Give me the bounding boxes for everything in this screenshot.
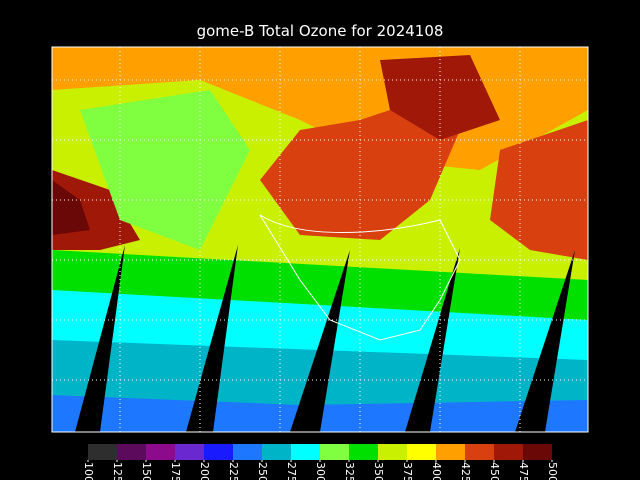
colorbar-swatch — [436, 444, 465, 460]
colorbar-tick-label: 425 — [459, 462, 472, 480]
colorbar-tick-label: 375 — [401, 462, 414, 480]
coastline — [259, 214, 461, 341]
map-frame — [51, 46, 589, 433]
field-max — [52, 180, 90, 235]
colorbar-swatch — [262, 444, 291, 460]
field-max — [260, 100, 460, 240]
colorbar-swatch — [320, 444, 349, 460]
colorbar-swatch — [233, 444, 262, 460]
field-max — [380, 55, 500, 140]
colorbar-tick-label: 100 — [82, 462, 95, 480]
colorbar-swatch — [291, 444, 320, 460]
data-gap — [186, 245, 238, 432]
colorbar-swatch — [204, 444, 233, 460]
colorbar-tick-label: 275 — [285, 462, 298, 480]
colorbar-tick-label: 125 — [111, 462, 124, 480]
colorbar-swatch — [175, 444, 204, 460]
data-gap — [405, 248, 460, 432]
colorbar-tick-label: 250 — [256, 462, 269, 480]
colorbar-tick-label: 225 — [227, 462, 240, 480]
colorbar-swatch — [146, 444, 175, 460]
colorbar-swatch — [349, 444, 378, 460]
data-gap — [290, 250, 350, 432]
colorbar-swatch — [523, 444, 552, 460]
colorbar-tick-label: 450 — [488, 462, 501, 480]
data-gap — [515, 250, 575, 432]
colorbar-tick-label: 200 — [198, 462, 211, 480]
colorbar: 100 125 150 175 200 225 250 275 300 325 350 375 400 4… — [82, 444, 559, 480]
colorbar-swatch — [465, 444, 494, 460]
colorbar-tick-label: 500 — [546, 462, 559, 480]
colorbar-tick-label: 400 — [430, 462, 443, 480]
colorbar-tick-label: 325 — [343, 462, 356, 480]
colorbar-tick-label: 175 — [169, 462, 182, 480]
colorbar-tick-label: 150 — [140, 462, 153, 480]
colorbar-tick-label: 475 — [517, 462, 530, 480]
colorbar-swatch — [88, 444, 117, 460]
map-title: gome-B Total Ozone for 2024108 — [197, 22, 444, 40]
colorbar-tick-label: 350 — [372, 462, 385, 480]
colorbar-swatch — [494, 444, 523, 460]
colorbar-swatch — [378, 444, 407, 460]
graticule — [52, 47, 588, 432]
colorbar-swatch — [407, 444, 436, 460]
colorbar-swatch — [117, 444, 146, 460]
field-max — [490, 120, 588, 260]
colorbar-tick-label: 300 — [314, 462, 327, 480]
field-mid — [80, 90, 250, 250]
data-gap — [75, 245, 125, 432]
ozone-field — [52, 47, 588, 432]
